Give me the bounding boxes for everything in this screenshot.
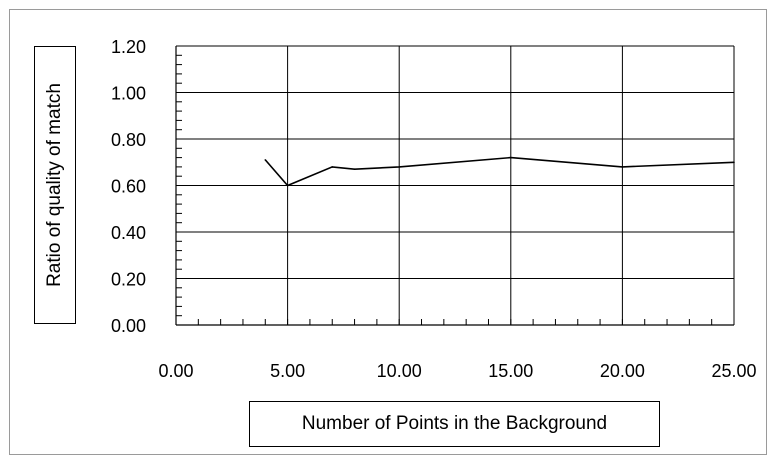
x-tick-label: 20.00: [600, 361, 645, 381]
data-point: [353, 168, 356, 171]
chart-frame: [9, 9, 767, 455]
x-tick-label: 15.00: [488, 361, 533, 381]
data-point: [733, 161, 735, 164]
data-point: [621, 166, 624, 168]
y-axis-title: Ratio of quality of match: [44, 83, 65, 287]
y-tick-label: 0.40: [111, 223, 146, 243]
y-axis-title-box: Ratio of quality of match: [34, 46, 76, 324]
x-tick-label: 5.00: [270, 361, 305, 381]
y-tick-label: 0.60: [111, 177, 146, 197]
y-tick-label: 0.80: [111, 130, 146, 150]
x-tick-label: 0.00: [158, 361, 193, 381]
data-point: [286, 184, 289, 187]
data-point: [398, 166, 401, 168]
x-tick-label: 25.00: [711, 361, 756, 381]
data-point: [264, 159, 267, 161]
x-axis-title: Number of Points in the Background: [301, 413, 608, 434]
y-tick-label: 1.00: [111, 84, 146, 104]
y-tick-label: 1.20: [111, 37, 146, 57]
series-line: [264, 156, 735, 187]
y-tick-label: 0.20: [111, 270, 146, 290]
x-tick-label: 10.00: [377, 361, 422, 381]
data-point: [331, 166, 334, 168]
x-axis-title-box: Number of Points in the Background: [249, 401, 660, 447]
y-tick-label: 0.00: [111, 316, 146, 336]
data-point: [510, 156, 512, 159]
